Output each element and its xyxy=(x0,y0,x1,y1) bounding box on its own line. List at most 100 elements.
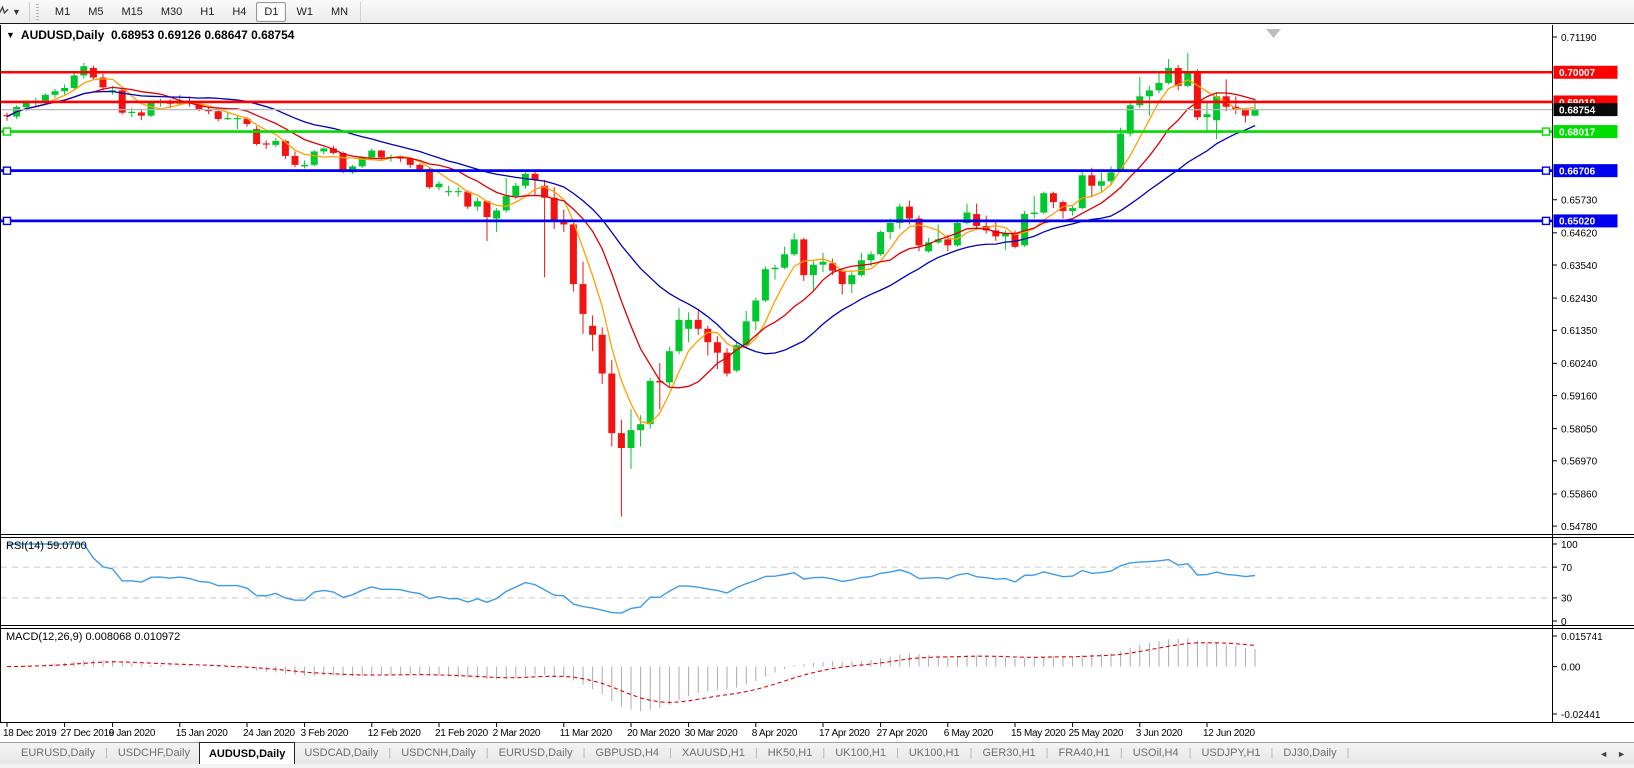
timeframe-button-m15[interactable]: M15 xyxy=(121,5,143,18)
price-tick-label: 0.59160 xyxy=(1561,391,1598,402)
price-line-label xyxy=(1553,65,1618,79)
tab-divider: | xyxy=(1045,747,1049,759)
date-tick-label: 2 Mar 2020 xyxy=(493,728,541,739)
chart-menu-arrow-icon[interactable]: ▼ xyxy=(6,30,15,40)
tab-divider: | xyxy=(895,747,899,759)
tab-divider: | xyxy=(104,747,108,759)
price-tick-label: 0.55860 xyxy=(1561,490,1598,501)
timeframe-button-m30[interactable]: M30 xyxy=(160,5,183,18)
timeframe-button-d1[interactable]: D1 xyxy=(256,1,287,22)
chart-title-text: AUDUSD,Daily 0.68953 0.69126 0.68647 0.6… xyxy=(20,28,295,42)
price-line-label xyxy=(1553,125,1618,139)
svg-text:0.66706: 0.66706 xyxy=(1559,166,1596,177)
tab-scroll-right-icon[interactable]: ► xyxy=(1617,748,1626,759)
timeframe-toolbar: ▼ M1 M5 M15 M30 H1 H4 D1 W1 MN xyxy=(0,0,1634,24)
tab-usoil-h4[interactable]: USOil,H4 xyxy=(1132,747,1179,759)
price-axis[interactable]: 0.71190 0.65730 0.64620 0.63540 0.62430 0.613… xyxy=(1553,33,1598,533)
date-tick-label: 11 Mar 2020 xyxy=(560,728,613,739)
tab-divider: | xyxy=(1270,747,1274,759)
tab-eurusd-daily[interactable]: EURUSD,Daily xyxy=(21,747,95,759)
timeframe-button-h4[interactable]: H4 xyxy=(232,5,247,18)
toolbar-grip[interactable] xyxy=(35,3,39,20)
tab-uk100-h1[interactable]: UK100,H1 xyxy=(908,747,960,759)
tab-audusd-daily[interactable]: AUDUSD,Daily xyxy=(198,742,296,764)
timeframe-button-w1[interactable]: W1 xyxy=(296,5,313,18)
tab-divider: | xyxy=(1188,747,1192,759)
date-tick-label: 30 Mar 2020 xyxy=(685,728,739,739)
tab-ger30-h1[interactable]: GER30,H1 xyxy=(982,747,1036,759)
date-tick-label: 15 May 2020 xyxy=(1011,728,1066,739)
date-tick-label: 24 Jan 2020 xyxy=(243,728,295,739)
macd-pane: 0.015741 0.00 -0.02441 xyxy=(6,632,1603,721)
tab-divider: | xyxy=(388,747,392,759)
macd-tick-label: 0.015741 xyxy=(1561,632,1603,643)
rsi-line xyxy=(7,543,1256,614)
price-tick-label: 0.65730 xyxy=(1561,196,1598,207)
date-tick-label: 12 Feb 2020 xyxy=(368,728,422,739)
price-tick-label: 0.71190 xyxy=(1561,33,1597,44)
date-tick-label: 25 May 2020 xyxy=(1069,728,1124,739)
date-tick-label: 6 Jan 2020 xyxy=(109,728,156,739)
svg-text:0.70007: 0.70007 xyxy=(1559,68,1596,79)
tab-divider: | xyxy=(754,747,758,759)
slow-ma xyxy=(6,90,1256,355)
timeframe-button-m1[interactable]: M1 xyxy=(54,5,71,18)
price-line-label xyxy=(1553,164,1618,178)
tab-usdchf-daily[interactable]: USDCHF,Daily xyxy=(117,747,190,759)
price-tick-label: 0.54780 xyxy=(1561,522,1598,533)
timeframe-button-m5[interactable]: M5 xyxy=(88,5,104,18)
tab-divider: | xyxy=(582,747,586,759)
line-handle xyxy=(1541,166,1551,175)
tab-hk50-h1[interactable]: HK50,H1 xyxy=(767,747,813,759)
line-handle xyxy=(1541,127,1551,136)
toolbar-separator xyxy=(360,1,362,22)
date-tick-label: 12 Jun 2020 xyxy=(1203,728,1255,739)
line-handle xyxy=(2,127,12,136)
pane-borders xyxy=(0,25,1634,723)
tab-divider: | xyxy=(822,747,826,759)
rsi-pane: 100 70 30 0 xyxy=(1,540,1578,628)
tab-usdjpy-h1[interactable]: USDJPY,H1 xyxy=(1201,747,1261,759)
chart-shift-marker-icon[interactable] xyxy=(1266,29,1281,38)
tab-scroll-left-icon[interactable]: ◄ xyxy=(1599,748,1609,759)
tab-scroll-arrows: ◄ ► xyxy=(1599,743,1626,764)
tab-eurusd-daily[interactable]: EURUSD,Daily xyxy=(498,747,573,759)
tab-usdcad-daily[interactable]: USDCAD,Daily xyxy=(304,747,379,759)
bottom-strip xyxy=(0,764,1634,768)
price-tick-label: 0.56970 xyxy=(1561,457,1598,468)
timeframe-button-mn[interactable]: MN xyxy=(330,5,349,18)
tab-gbpusd-h4[interactable]: GBPUSD,H4 xyxy=(595,747,660,759)
macd-histogram xyxy=(16,638,1256,712)
date-tick-label: 20 Mar 2020 xyxy=(627,728,681,739)
macd-tick-label: 0.00 xyxy=(1561,662,1581,673)
candles-group xyxy=(3,53,1259,517)
rsi-indicator-label: RSI(14) 59.0700 xyxy=(6,540,87,552)
date-tick-label: 6 May 2020 xyxy=(944,728,994,739)
date-tick-label: 15 Jan 2020 xyxy=(176,728,228,739)
rsi-tick-label: 0 xyxy=(1561,617,1567,628)
price-tick-label: 0.58050 xyxy=(1561,424,1598,435)
chart-tool-icon[interactable] xyxy=(0,4,10,19)
horizontal-lines[interactable]: 0.700070.690100.687540.680170.667060.650… xyxy=(1,65,1618,228)
timeframe-button-h1[interactable]: H1 xyxy=(200,5,215,18)
price-line-label xyxy=(1553,214,1618,228)
tab-uk100-h1[interactable]: UK100,H1 xyxy=(835,747,886,759)
price-tick-label: 0.60240 xyxy=(1561,359,1598,370)
tab-divider: | xyxy=(485,747,489,759)
rsi-tick-label: 100 xyxy=(1561,540,1578,551)
date-tick-label: 18 Dec 2019 xyxy=(3,728,57,739)
tab-fra40-h1[interactable]: FRA40,H1 xyxy=(1058,747,1110,759)
tab-divider: | xyxy=(1119,747,1123,759)
date-tick-label: 8 Apr 2020 xyxy=(752,728,798,739)
svg-text:0.68017: 0.68017 xyxy=(1559,127,1596,138)
tab-divider: | xyxy=(669,747,672,759)
tab-divider: | xyxy=(1346,747,1350,759)
tab-dj30-daily[interactable]: DJ30,Daily xyxy=(1283,747,1337,759)
tab-xauusd-h1[interactable]: XAUUSD,H1 xyxy=(681,747,745,759)
price-tick-label: 0.64620 xyxy=(1561,229,1598,240)
chevron-down-icon[interactable]: ▼ xyxy=(12,6,21,17)
tab-usdcnh-daily[interactable]: USDCNH,Daily xyxy=(401,747,476,759)
